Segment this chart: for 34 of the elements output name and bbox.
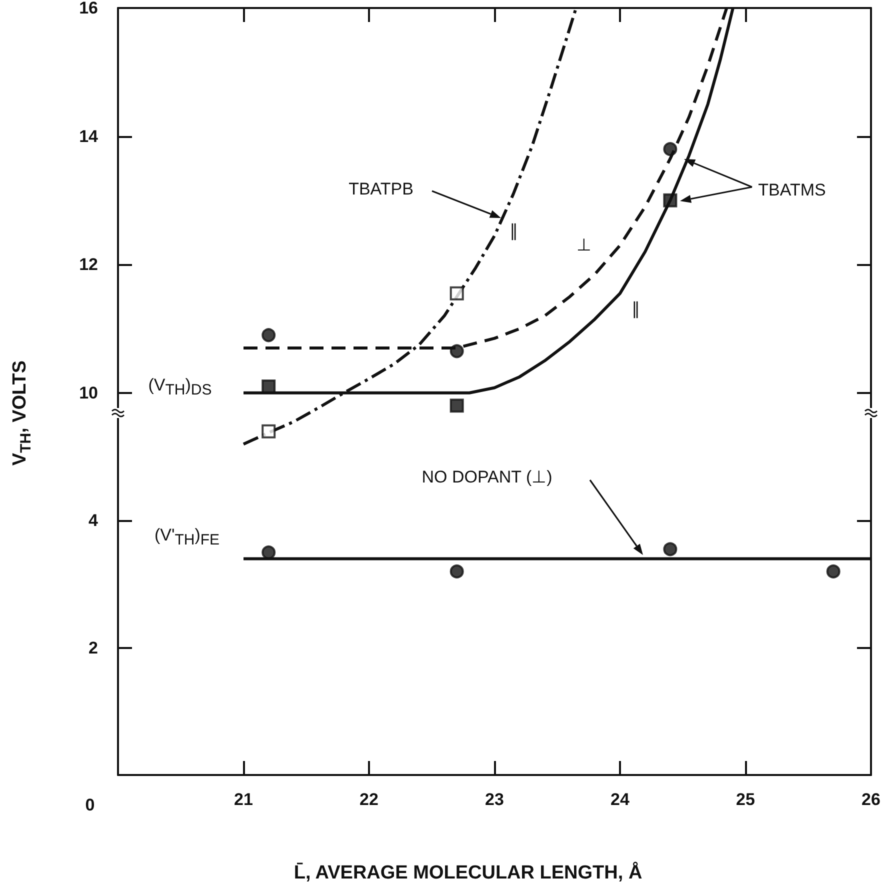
annotation: NO DOPANT (⊥) (422, 468, 552, 486)
point (826, 564, 840, 578)
annotation: (V'$_{TH}$)$_{FE}$ (154, 525, 220, 549)
y-tick-label: 12 (79, 255, 98, 274)
annotation: ∥ (632, 300, 640, 318)
point (262, 545, 276, 560)
point (262, 379, 276, 394)
annotation: (V$_{TH}$)$_{DS}$ (148, 375, 212, 399)
y-tick-label: 10 (79, 383, 98, 402)
y-tick-label: 4 (88, 511, 99, 530)
text: 0 (85, 796, 95, 814)
point (450, 398, 464, 413)
point (450, 286, 464, 300)
annotation: TBATPB (348, 180, 414, 198)
x-tick-label: 25 (736, 790, 755, 809)
x-tick-label: 24 (610, 790, 630, 809)
y-tick-label: 16 (79, 0, 98, 18)
x-tick-label: 23 (485, 790, 504, 809)
y-tick-label: 2 (88, 638, 98, 658)
point (262, 424, 276, 438)
annotation: ⊥ (576, 236, 592, 254)
x-axis-title: L̄, AVERAGE MOLECULAR LENGTH, Å (294, 862, 642, 884)
annotation: ∥ (510, 222, 518, 240)
annotation: TBATMS (758, 180, 826, 200)
point (450, 564, 464, 578)
point (450, 344, 464, 358)
point (262, 328, 276, 342)
x-tick-label: 26 (862, 790, 880, 809)
x-tick-label: 21 (234, 790, 253, 809)
y-tick-label: 14 (79, 126, 99, 146)
x-tick-label: 22 (360, 790, 378, 809)
point (663, 142, 678, 156)
point (663, 193, 678, 208)
point (663, 542, 678, 556)
